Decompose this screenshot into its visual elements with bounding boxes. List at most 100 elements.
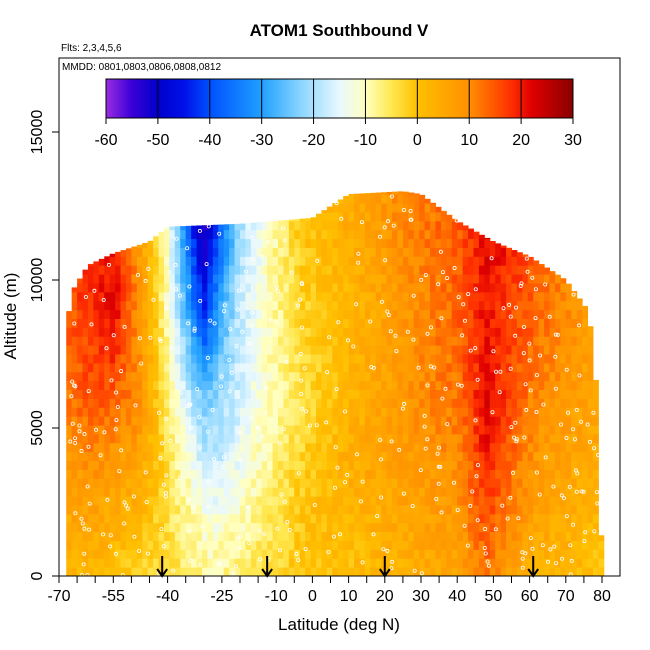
heatmap-cell — [478, 291, 485, 302]
heatmap-cell — [147, 291, 154, 302]
sample-point — [236, 546, 241, 551]
heatmap-cell — [93, 309, 100, 319]
sample-point — [541, 402, 546, 407]
heatmap-cell — [587, 425, 594, 435]
heatmap-cell — [207, 318, 214, 328]
heatmap-cell — [115, 371, 122, 382]
heatmap-cell — [554, 282, 561, 293]
heatmap-cell — [424, 229, 431, 240]
heatmap-cell — [66, 311, 73, 319]
heatmap-cell — [174, 274, 181, 284]
heatmap-cell — [473, 309, 480, 319]
heatmap-cell — [223, 513, 230, 524]
sample-point — [343, 480, 348, 485]
sample-point — [567, 484, 572, 489]
heatmap-cell — [571, 362, 578, 373]
heatmap-cell — [354, 416, 360, 426]
heatmap-cell — [332, 487, 339, 497]
heatmap-cell — [261, 469, 268, 479]
heatmap-cell — [527, 398, 534, 408]
heatmap-cell — [71, 318, 78, 328]
heatmap-cell — [305, 345, 312, 355]
heatmap-cell — [565, 389, 572, 399]
heatmap-cell — [332, 389, 339, 399]
heatmap-cell — [495, 318, 502, 328]
heatmap-cell — [435, 416, 442, 426]
heatmap-cell — [207, 336, 214, 346]
sample-point — [493, 369, 498, 374]
heatmap-cell — [468, 300, 474, 311]
heatmap-cell — [343, 398, 350, 408]
heatmap-cell — [294, 282, 301, 293]
heatmap-cell — [316, 451, 322, 462]
sample-point — [185, 404, 190, 409]
heatmap-cell — [82, 460, 89, 470]
heatmap-cell — [440, 282, 447, 293]
heatmap-cell — [440, 469, 447, 479]
heatmap-cell — [468, 504, 474, 515]
heatmap-cell — [174, 247, 181, 257]
heatmap-cell — [278, 380, 284, 391]
heatmap-cell — [77, 362, 84, 373]
heatmap-cell — [576, 540, 583, 550]
heatmap-cell — [234, 407, 241, 417]
heatmap-cell — [424, 504, 431, 515]
heatmap-cell — [93, 371, 100, 382]
heatmap-cell — [408, 469, 415, 479]
heatmap-cell — [310, 291, 317, 302]
heatmap-cell — [516, 291, 523, 302]
heatmap-cell — [397, 531, 404, 541]
heatmap-cell — [321, 451, 328, 462]
sample-point — [205, 355, 210, 360]
heatmap-cell — [234, 487, 241, 497]
heatmap-cell — [109, 567, 116, 576]
heatmap-cell — [174, 416, 181, 426]
heatmap-cell — [120, 362, 127, 373]
sample-point — [69, 394, 74, 399]
heatmap-cell — [402, 300, 409, 311]
heatmap-cell — [375, 425, 382, 435]
heatmap-cell — [354, 522, 360, 533]
heatmap-cell — [240, 451, 246, 462]
heatmap-cell — [256, 256, 263, 266]
heatmap-cell — [582, 496, 589, 506]
heatmap-cell — [348, 318, 355, 328]
heatmap-cell — [87, 504, 94, 515]
sample-point — [125, 506, 130, 511]
heatmap-cell — [440, 460, 447, 470]
heatmap-cell — [250, 229, 257, 240]
heatmap-cell — [457, 336, 464, 346]
heatmap-cell — [565, 354, 572, 364]
heatmap-cell — [278, 425, 284, 435]
heatmap-cell — [332, 460, 339, 470]
heatmap-cell — [424, 487, 431, 497]
heatmap-cell — [93, 531, 100, 541]
heatmap-cell — [212, 291, 219, 302]
heatmap-cell — [538, 469, 545, 479]
heatmap-cell — [163, 227, 170, 231]
heatmap-cell — [196, 265, 203, 275]
heatmap-cell — [87, 274, 94, 284]
heatmap-cell — [527, 389, 534, 399]
heatmap-cell — [332, 504, 339, 515]
heatmap-cell — [576, 487, 583, 497]
sample-point — [262, 531, 267, 536]
heatmap-cell — [462, 407, 469, 417]
heatmap-cell — [66, 522, 73, 533]
heatmap-cell — [283, 219, 290, 222]
heatmap-cell — [419, 327, 426, 337]
heatmap-cell — [77, 442, 84, 453]
heatmap-cell — [316, 238, 322, 248]
heatmap-cell — [234, 327, 241, 337]
heatmap-cell — [538, 380, 545, 391]
heatmap-cell — [478, 478, 485, 488]
heatmap-cell — [413, 309, 420, 319]
heatmap-cell — [261, 238, 268, 248]
heatmap-cells — [66, 191, 605, 576]
heatmap-cell — [218, 229, 225, 240]
heatmap-cell — [565, 496, 572, 506]
heatmap-cell — [565, 433, 572, 444]
heatmap-cell — [435, 211, 442, 222]
heatmap-cell — [522, 354, 529, 364]
heatmap-cell — [446, 309, 453, 319]
